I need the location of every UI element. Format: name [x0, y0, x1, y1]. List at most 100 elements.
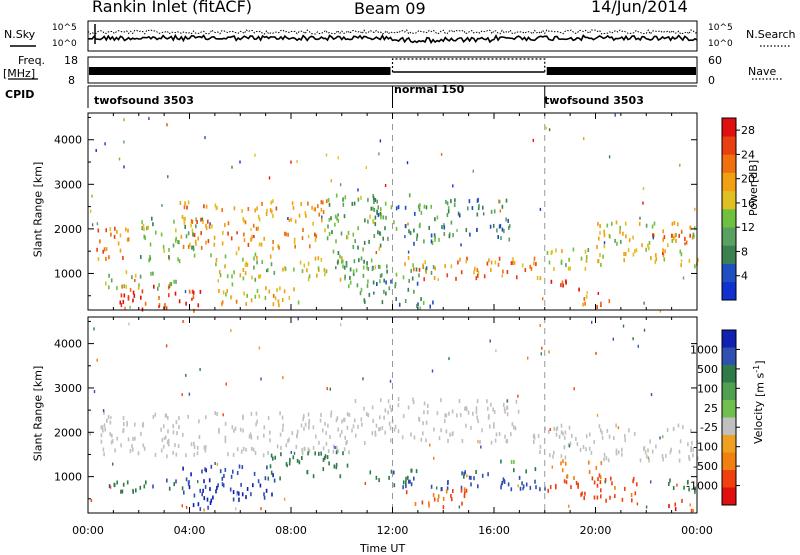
power-cell	[689, 225, 691, 230]
power-cell	[381, 300, 384, 305]
velocity-cell	[548, 429, 550, 434]
power-cell	[243, 218, 245, 223]
velocity-cell	[575, 481, 578, 485]
power-noise-cell	[91, 194, 93, 198]
power-cell	[382, 236, 384, 241]
velocity-cell	[203, 496, 206, 501]
power-cell	[308, 274, 311, 279]
freq-unit: [MHz]	[3, 67, 36, 80]
velocity-cell	[233, 428, 235, 433]
velocity-cell	[463, 474, 465, 479]
velocity-cell	[504, 434, 506, 439]
power-cell	[662, 237, 664, 242]
power-cell	[376, 209, 378, 214]
power-cell	[169, 282, 171, 287]
velocity-cell	[160, 448, 163, 453]
power-cell	[513, 260, 516, 265]
velocity-cell	[201, 469, 203, 474]
velocity-cell	[106, 418, 108, 423]
velocity-cell	[440, 398, 442, 403]
power-noise-cell	[456, 229, 458, 232]
velocity-colorbar-tick-label: 100	[697, 382, 718, 395]
power-cell	[561, 280, 564, 285]
power-cell	[366, 265, 368, 270]
velocity-cell	[318, 440, 320, 445]
velocity-cell	[198, 435, 201, 439]
power-noise-cell	[254, 153, 256, 157]
velocity-cell	[214, 411, 216, 416]
velocity-cell	[335, 465, 338, 470]
velocity-cell	[346, 440, 348, 444]
power-cell	[453, 203, 456, 207]
power-cell	[567, 266, 570, 271]
power-cell	[606, 223, 609, 228]
power-cell	[411, 276, 414, 281]
velocity-noise-cell	[591, 320, 593, 324]
power-cell	[645, 247, 647, 252]
velocity-noise-cell	[551, 465, 553, 469]
power-cell	[245, 302, 247, 306]
power-cell	[270, 262, 273, 267]
power-cell	[342, 197, 344, 202]
velocity-cell	[256, 435, 259, 440]
power-cell	[647, 243, 649, 248]
power-noise-cell	[684, 242, 686, 246]
velocity-cell	[103, 423, 106, 428]
velocity-cell	[668, 482, 670, 486]
power-cell	[434, 266, 436, 271]
velocity-cell	[407, 405, 410, 410]
power-cell	[490, 260, 493, 265]
velocity-cell	[628, 428, 630, 433]
velocity-cell	[495, 432, 498, 437]
velocity-noise-cell	[637, 344, 639, 348]
power-cell	[395, 226, 398, 231]
power-cell	[599, 230, 601, 235]
velocity-cell	[600, 494, 602, 499]
velocity-cell	[393, 470, 395, 475]
power-cell	[529, 264, 531, 269]
velocity-cell	[555, 432, 558, 437]
velocity-cell	[674, 507, 677, 512]
velocity-cell	[126, 421, 128, 425]
power-cell	[597, 259, 599, 264]
power-cell	[328, 217, 331, 222]
velocity-cell	[103, 452, 105, 457]
power-cell	[153, 284, 155, 289]
power-cell	[116, 229, 118, 234]
power-cell	[331, 230, 333, 235]
power-cell	[349, 275, 351, 280]
power-cell	[357, 197, 360, 202]
velocity-cell	[236, 447, 239, 452]
velocity-cell	[428, 503, 430, 508]
power-cell	[194, 239, 197, 244]
power-cell	[632, 235, 634, 240]
power-cell	[256, 260, 258, 265]
velocity-cell	[506, 412, 509, 417]
power-cell	[393, 220, 395, 225]
power-noise-cell	[143, 228, 145, 231]
power-noise-cell	[321, 215, 323, 219]
power-cell	[116, 286, 118, 291]
power-cell	[476, 198, 479, 203]
power-cell	[477, 270, 480, 275]
velocity-cell	[296, 458, 299, 463]
velocity-cell	[573, 476, 575, 480]
time-tick-label: 08:00	[275, 524, 307, 537]
power-cell	[363, 259, 365, 264]
velocity-cell	[203, 479, 205, 484]
velocity-cell	[576, 442, 579, 447]
power-cell	[402, 275, 405, 280]
power-cell	[378, 246, 381, 251]
power-noise-cell	[384, 184, 387, 187]
velocity-noise-cell	[650, 393, 653, 397]
velocity-cell	[335, 462, 338, 467]
velocity-cell	[665, 453, 667, 458]
nave-line-normal	[391, 58, 546, 72]
power-cell	[235, 251, 238, 256]
velocity-cell	[348, 413, 351, 417]
power-cell	[475, 276, 478, 281]
power-noise-cell	[96, 222, 99, 226]
velocity-cell	[215, 489, 217, 494]
power-colorbar-tick-label: 8	[741, 245, 748, 258]
velocity-cell	[298, 460, 301, 465]
